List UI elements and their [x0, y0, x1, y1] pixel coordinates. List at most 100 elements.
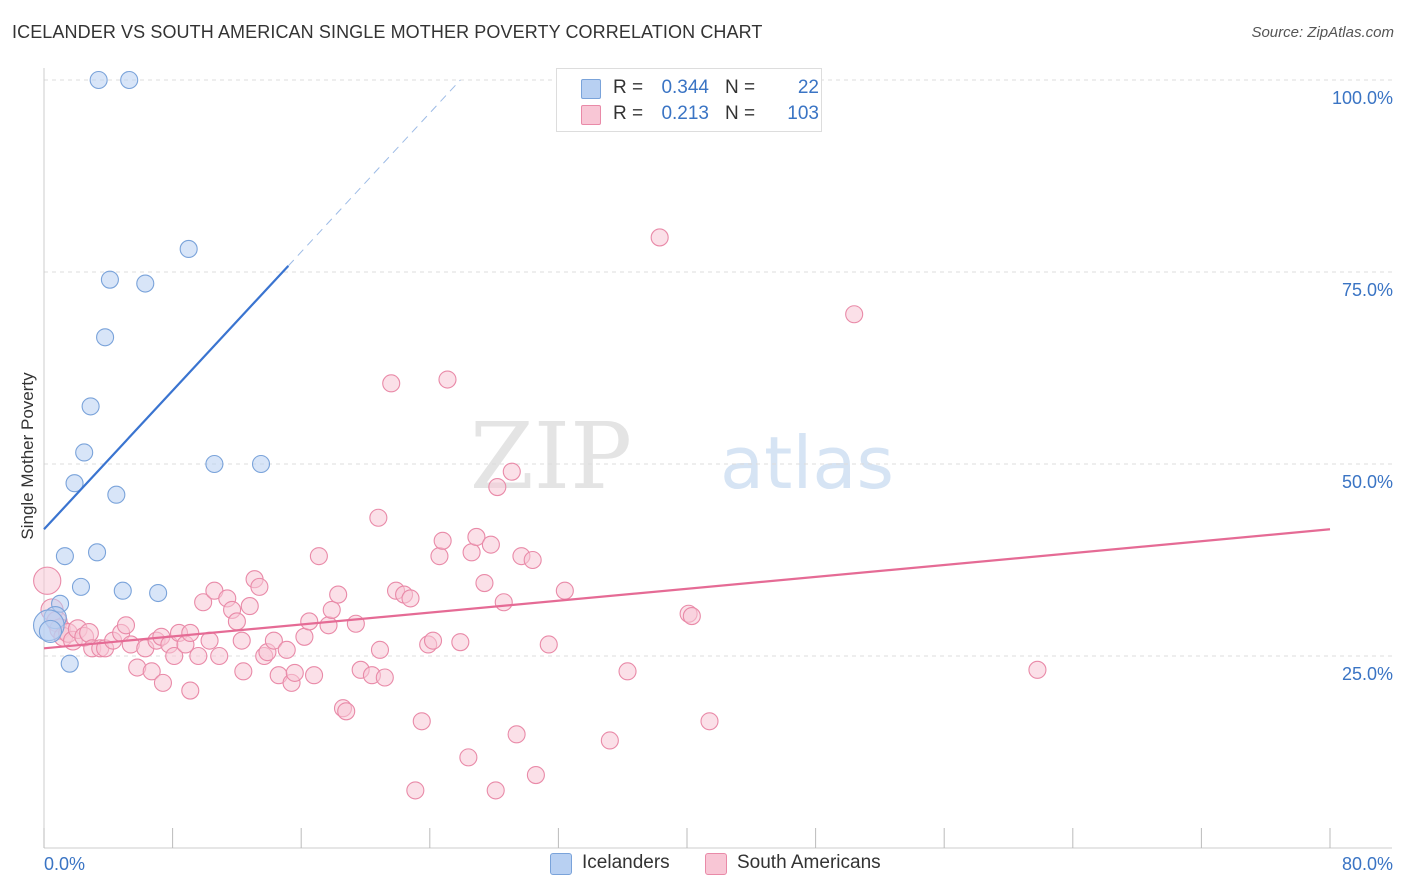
data-point: [467, 527, 486, 547]
data-point: [488, 477, 507, 497]
y-tick-label: 75.0%: [1342, 280, 1393, 300]
bottom-legend-label-icelanders: Icelanders: [582, 852, 670, 873]
data-point: [406, 781, 425, 800]
data-point: [526, 765, 545, 785]
x-tick-label-max: 80.0%: [1342, 854, 1393, 874]
chart-source: Source: ZipAtlas.com: [1251, 24, 1394, 41]
data-point: [189, 646, 208, 666]
legend-r-value: 0.344: [661, 77, 709, 98]
data-point: [96, 328, 115, 347]
data-point: [181, 623, 200, 643]
data-point: [179, 239, 198, 259]
y-tick-labels: 25.0% 50.0% 75.0% 100.0%: [1332, 88, 1393, 684]
data-point: [55, 547, 74, 566]
bottom-legend-swatch-icelanders: [550, 853, 572, 875]
data-point: [33, 566, 62, 595]
data-point: [79, 623, 99, 643]
data-point: [1028, 660, 1047, 679]
data-point: [329, 585, 348, 604]
data-point: [382, 374, 401, 393]
data-point: [181, 681, 200, 700]
legend-swatch-south-americans: [581, 105, 601, 125]
data-point: [845, 305, 864, 324]
trend-line-south-americans: [43, 528, 1331, 650]
legend-r-label: R =: [613, 77, 644, 98]
legend-n-label: N =: [725, 103, 756, 124]
data-point: [433, 531, 452, 550]
data-point: [100, 270, 119, 289]
data-point: [87, 543, 107, 562]
data-point: [205, 454, 224, 474]
y-tick-label: 100.0%: [1332, 88, 1393, 108]
data-point: [300, 612, 319, 631]
data-point: [38, 619, 63, 644]
legend-swatch-icelanders: [581, 79, 601, 99]
data-point: [462, 543, 481, 562]
data-point: [295, 627, 314, 646]
data-point: [346, 614, 365, 633]
data-point: [523, 550, 542, 570]
data-point: [149, 583, 168, 603]
data-point: [113, 581, 132, 600]
trend-lines: [43, 79, 1331, 650]
data-point: [277, 640, 296, 659]
data-point: [438, 370, 457, 389]
data-point: [494, 593, 513, 612]
data-point: [153, 673, 173, 692]
data-point: [475, 573, 494, 593]
data-point: [210, 646, 229, 666]
data-point: [136, 274, 155, 293]
correlation-legend: R = 0.344 N = 22 R = 0.213 N = 103: [556, 68, 822, 132]
data-point: [682, 607, 701, 626]
data-point: [142, 662, 161, 681]
chart-title: ICELANDER VS SOUTH AMERICAN SINGLE MOTHE…: [12, 22, 763, 42]
data-point: [423, 631, 443, 650]
y-axis-label: Single Mother Poverty: [18, 372, 37, 540]
series-icelanders: [32, 70, 271, 673]
data-point: [240, 597, 259, 616]
data-point: [486, 781, 505, 800]
data-point: [401, 589, 420, 608]
data-point: [650, 228, 669, 247]
data-point: [322, 600, 341, 619]
data-point: [451, 633, 470, 652]
data-point: [251, 454, 271, 474]
data-point: [60, 654, 79, 673]
data-point: [337, 702, 356, 721]
axes: [43, 68, 1392, 849]
trend-line-extension: [287, 79, 461, 267]
watermark: ZIP atlas: [470, 403, 894, 510]
data-point: [116, 616, 136, 635]
data-point: [481, 535, 500, 554]
data-point: [700, 712, 719, 731]
x-tick-labels: 0.0% 80.0%: [44, 854, 1393, 874]
y-tick-label: 50.0%: [1342, 472, 1393, 492]
data-point: [459, 748, 478, 767]
data-point: [370, 640, 390, 659]
data-point: [412, 712, 431, 731]
watermark-atlas: atlas: [720, 421, 894, 505]
data-point: [81, 397, 100, 416]
data-point: [194, 593, 213, 612]
data-point: [539, 635, 558, 654]
data-point: [71, 577, 91, 596]
data-point: [430, 547, 449, 566]
series-south-americans: [33, 228, 1047, 800]
data-point: [375, 668, 394, 687]
legend-r-label: R =: [613, 103, 644, 124]
grid: [44, 79, 1392, 657]
data-points: [32, 70, 1047, 800]
data-point: [369, 508, 388, 527]
data-point: [234, 662, 253, 681]
data-point: [600, 731, 619, 750]
data-point: [507, 725, 526, 744]
data-point: [107, 485, 126, 504]
data-point: [89, 70, 108, 90]
legend-n-value: 103: [787, 103, 819, 124]
data-point: [120, 70, 139, 90]
x-tick-label-min: 0.0%: [44, 854, 85, 874]
bottom-legend-label-south-americans: South Americans: [737, 852, 881, 873]
data-point: [555, 581, 574, 600]
data-point: [502, 462, 521, 481]
data-point: [165, 646, 184, 666]
